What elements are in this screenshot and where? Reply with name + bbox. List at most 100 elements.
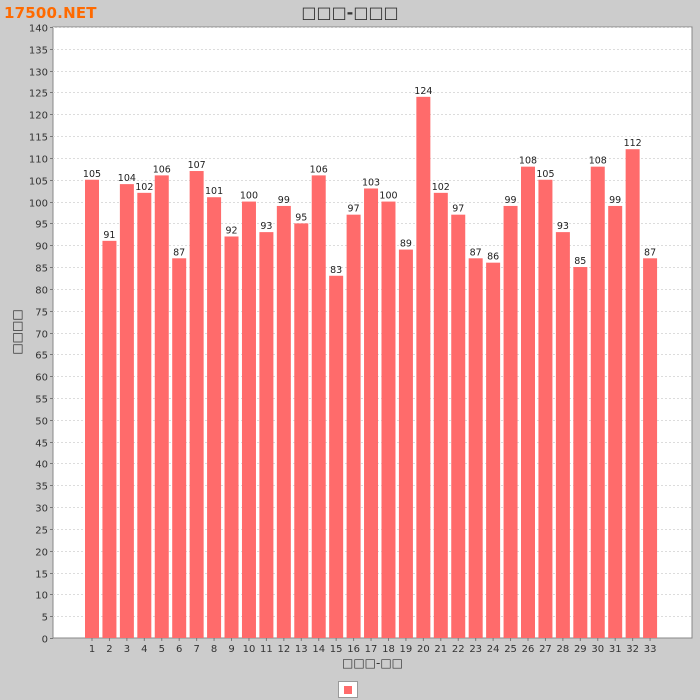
y-tick-label: 15 xyxy=(35,570,48,581)
data-label: 86 xyxy=(487,252,499,263)
x-tick-label: 20 xyxy=(417,644,430,655)
y-tick-label: 65 xyxy=(35,351,48,362)
bar xyxy=(573,267,588,638)
x-tick-label: 12 xyxy=(277,644,290,655)
bar xyxy=(486,262,501,638)
y-tick-label: 50 xyxy=(35,417,48,428)
y-tick-label: 60 xyxy=(35,373,48,384)
data-label: 87 xyxy=(470,247,482,258)
bar xyxy=(468,258,483,638)
x-axis-label: □□□-□□ xyxy=(341,656,404,670)
data-label: 87 xyxy=(644,247,656,258)
y-tick-label: 20 xyxy=(35,548,48,559)
x-tick-label: 28 xyxy=(557,644,570,655)
x-tick-label: 7 xyxy=(193,644,199,655)
x-tick-label: 3 xyxy=(124,644,130,655)
bar xyxy=(119,184,134,638)
data-label: 100 xyxy=(379,191,397,202)
y-tick-label: 75 xyxy=(35,308,48,319)
bar xyxy=(137,192,152,639)
x-tick-label: 8 xyxy=(211,644,217,655)
x-tick-label: 15 xyxy=(330,644,343,655)
data-label: 108 xyxy=(519,156,537,167)
data-label: 105 xyxy=(536,169,554,180)
y-tick-label: 100 xyxy=(29,199,48,210)
data-label: 97 xyxy=(348,204,360,215)
x-tick-label: 4 xyxy=(141,644,147,655)
x-tick-label: 14 xyxy=(312,644,325,655)
data-label: 93 xyxy=(557,221,569,232)
y-tick-label: 125 xyxy=(29,89,48,100)
y-tick-label: 45 xyxy=(35,439,48,450)
x-tick-label: 21 xyxy=(434,644,447,655)
data-label: 108 xyxy=(589,156,607,167)
y-tick-label: 140 xyxy=(29,24,48,35)
y-tick-label: 120 xyxy=(29,111,48,122)
data-label: 87 xyxy=(173,247,185,258)
y-tick-label: 0 xyxy=(42,635,48,646)
bar xyxy=(189,171,204,638)
bar xyxy=(294,223,309,638)
bar xyxy=(311,175,326,638)
bar xyxy=(276,205,291,638)
y-tick-label: 80 xyxy=(35,286,48,297)
bar xyxy=(85,179,99,638)
bar xyxy=(398,249,413,639)
y-tick-label: 85 xyxy=(35,264,48,275)
data-label: 99 xyxy=(505,195,517,206)
bar xyxy=(102,240,117,638)
data-label: 99 xyxy=(278,195,290,206)
bar xyxy=(555,232,570,638)
x-tick-label: 29 xyxy=(574,644,587,655)
x-tick-label: 22 xyxy=(452,644,465,655)
x-tick-label: 9 xyxy=(228,644,234,655)
y-tick-label: 10 xyxy=(35,591,48,602)
data-label: 95 xyxy=(295,212,307,223)
bar xyxy=(608,205,623,638)
data-label: 85 xyxy=(574,256,586,267)
y-tick-label: 115 xyxy=(29,133,48,144)
x-tick-label: 25 xyxy=(504,644,517,655)
bar xyxy=(643,258,658,638)
data-label: 91 xyxy=(103,230,115,241)
x-tick-label: 6 xyxy=(176,644,182,655)
bar xyxy=(259,232,274,638)
x-tick-label: 27 xyxy=(539,644,552,655)
data-label: 92 xyxy=(225,225,237,236)
bar xyxy=(433,192,448,639)
bar xyxy=(538,179,553,638)
y-tick-label: 105 xyxy=(29,177,48,188)
data-label: 124 xyxy=(414,86,432,97)
bar xyxy=(329,275,344,638)
x-tick-label: 11 xyxy=(260,644,273,655)
data-label: 99 xyxy=(609,195,621,206)
data-label: 102 xyxy=(432,182,450,193)
data-label: 105 xyxy=(83,169,101,180)
chart-title: □□□-□□□ xyxy=(301,3,399,22)
x-tick-label: 5 xyxy=(159,644,165,655)
data-label: 106 xyxy=(153,164,171,175)
data-label: 83 xyxy=(330,265,342,276)
y-tick-label: 90 xyxy=(35,242,48,253)
y-tick-label: 5 xyxy=(42,613,48,624)
data-label: 89 xyxy=(400,239,412,250)
x-tick-label: 17 xyxy=(365,644,378,655)
site-logo: 17500.NET xyxy=(4,4,97,22)
y-tick-label: 70 xyxy=(35,330,48,341)
x-tick-label: 10 xyxy=(243,644,256,655)
data-label: 112 xyxy=(624,138,642,149)
bar xyxy=(224,236,239,638)
y-tick-label: 130 xyxy=(29,68,48,79)
bar xyxy=(625,149,640,638)
data-label: 107 xyxy=(188,160,206,171)
x-tick-label: 2 xyxy=(106,644,112,655)
x-tick-label: 30 xyxy=(591,644,604,655)
y-tick-label: 135 xyxy=(29,46,48,57)
x-tick-label: 19 xyxy=(400,644,413,655)
x-tick-label: 26 xyxy=(522,644,535,655)
x-tick-label: 31 xyxy=(609,644,622,655)
bar xyxy=(381,201,396,639)
data-label: 93 xyxy=(260,221,272,232)
x-tick-label: 16 xyxy=(347,644,360,655)
